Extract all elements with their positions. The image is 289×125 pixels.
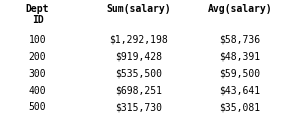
Text: $1,292,198: $1,292,198 — [109, 35, 168, 45]
Text: $35,081: $35,081 — [219, 102, 260, 113]
Text: Sum(salary): Sum(salary) — [106, 4, 171, 14]
Text: Dept
ID: Dept ID — [26, 4, 49, 25]
Text: $919,428: $919,428 — [115, 52, 162, 62]
Text: $43,641: $43,641 — [219, 86, 260, 96]
Text: 300: 300 — [29, 69, 46, 79]
Text: $698,251: $698,251 — [115, 86, 162, 96]
Text: $48,391: $48,391 — [219, 52, 260, 62]
Text: 400: 400 — [29, 86, 46, 96]
Text: $315,730: $315,730 — [115, 102, 162, 113]
Text: $535,500: $535,500 — [115, 69, 162, 79]
Text: 200: 200 — [29, 52, 46, 62]
Text: $58,736: $58,736 — [219, 35, 260, 45]
Text: 100: 100 — [29, 35, 46, 45]
Text: $59,500: $59,500 — [219, 69, 260, 79]
Text: Avg(salary): Avg(salary) — [208, 4, 272, 14]
Text: 500: 500 — [29, 102, 46, 113]
